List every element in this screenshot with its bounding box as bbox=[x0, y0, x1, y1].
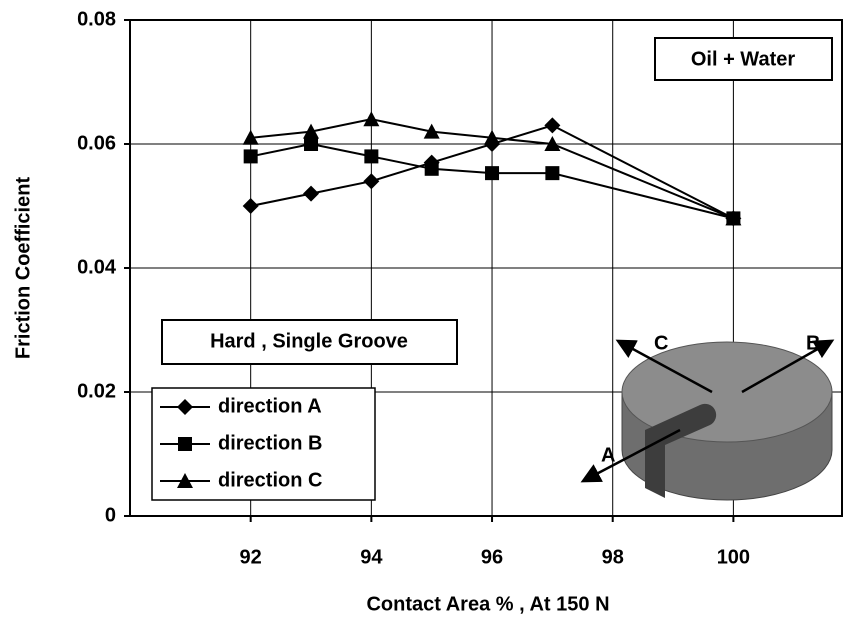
data-point bbox=[364, 149, 378, 163]
y-axis-label: Friction Coefficient bbox=[12, 177, 34, 360]
data-point bbox=[243, 198, 259, 214]
legend-label: direction C bbox=[218, 469, 322, 491]
data-point bbox=[363, 111, 379, 126]
legend-label: direction B bbox=[218, 432, 322, 454]
data-point bbox=[303, 186, 319, 202]
legend-marker bbox=[178, 437, 192, 451]
y-tick-label: 0.08 bbox=[77, 8, 116, 30]
x-tick-label: 96 bbox=[481, 546, 503, 568]
disc-diagram bbox=[585, 342, 832, 500]
y-tick-label: 0 bbox=[105, 504, 116, 526]
data-point bbox=[244, 149, 258, 163]
x-tick-label: 98 bbox=[602, 546, 624, 568]
x-axis-label: Contact Area % , At 150 N bbox=[366, 593, 609, 615]
data-point bbox=[363, 173, 379, 189]
diagram-label: B bbox=[806, 332, 820, 354]
annotation: Oil + Water bbox=[691, 48, 796, 70]
data-point bbox=[425, 162, 439, 176]
x-tick-label: 100 bbox=[717, 546, 750, 568]
y-tick-label: 0.06 bbox=[77, 132, 116, 154]
chart: A B C Oil + Water Hard , Single Groove C… bbox=[0, 0, 843, 617]
diagram-label: C bbox=[654, 332, 668, 354]
data-point bbox=[544, 117, 560, 133]
annotation: Hard , Single Groove bbox=[210, 330, 408, 352]
data-point bbox=[304, 137, 318, 151]
diagram-label: A bbox=[601, 444, 615, 466]
y-tick-label: 0.02 bbox=[77, 380, 116, 402]
x-tick-label: 92 bbox=[240, 546, 262, 568]
data-point bbox=[545, 166, 559, 180]
data-point bbox=[485, 166, 499, 180]
legend-label: direction A bbox=[218, 395, 322, 417]
x-tick-label: 94 bbox=[360, 546, 383, 568]
y-tick-label: 0.04 bbox=[77, 256, 117, 278]
